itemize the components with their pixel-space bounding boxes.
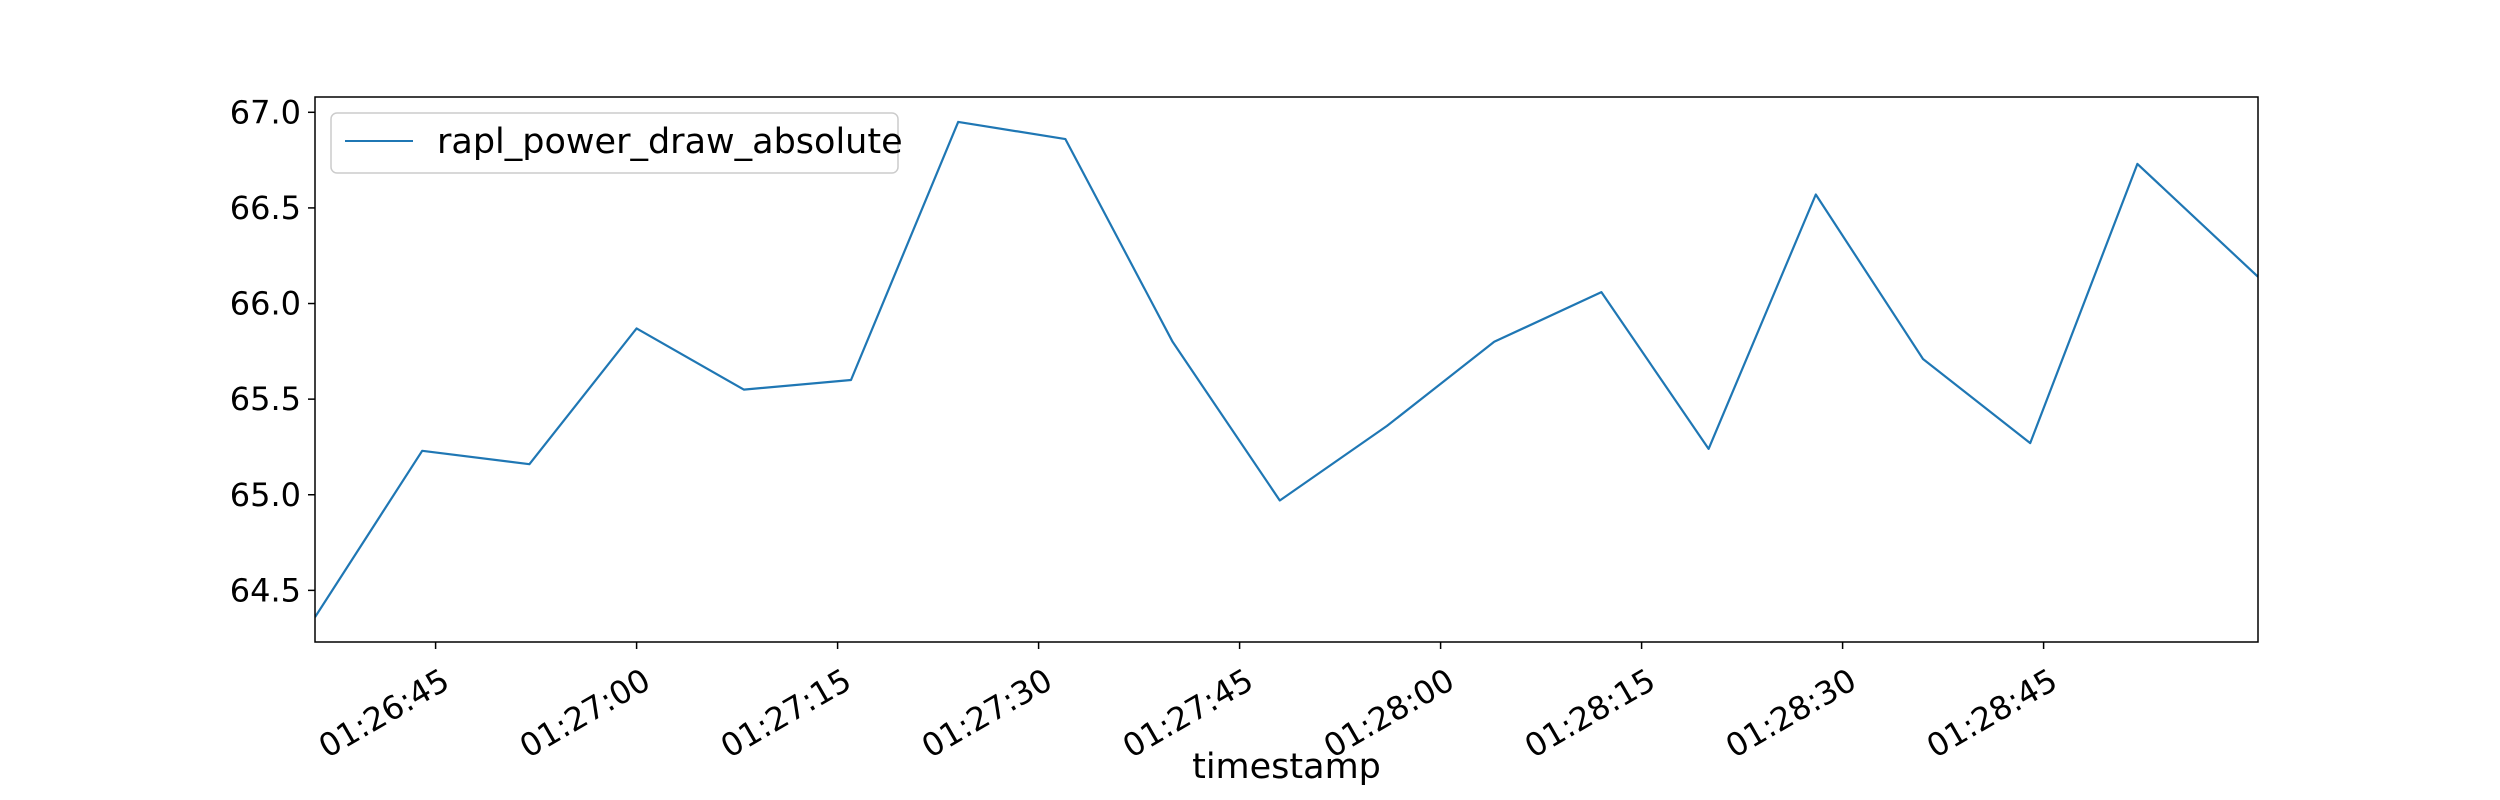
y-tick-label: 66.5 [230,189,301,227]
legend: rapl_power_draw_absolute [330,112,903,174]
x-tick-label: 01:27:30 [915,661,1058,766]
y-tick-label: 67.0 [230,93,301,131]
x-tick-label: 01:28:45 [1920,661,2063,766]
plot-area [314,96,2259,643]
y-axis: 64.5 65.0 65.5 66.0 66.5 67.0 [230,93,315,609]
y-tick-label: 65.5 [230,380,301,418]
x-tick-label: 01:27:00 [513,661,656,766]
x-tick-label: 01:27:15 [714,661,857,766]
x-tick-label: 01:26:45 [312,661,455,766]
y-tick-label: 64.5 [230,571,301,609]
legend-frame [330,112,899,174]
x-tick-label: 01:28:30 [1719,661,1862,766]
legend-entry-label: rapl_power_draw_absolute [437,122,903,162]
x-axis-title: timestamp [1192,747,1381,787]
plot-frame [314,96,2259,643]
x-axis: 01:26:45 01:27:00 01:27:15 01:27:30 01:27:45… [312,642,2064,766]
y-tick-label: 65.0 [230,476,301,514]
y-tick-label: 66.0 [230,285,301,323]
x-tick-label: 01:28:15 [1518,661,1661,766]
series-line-0 [315,120,2258,618]
